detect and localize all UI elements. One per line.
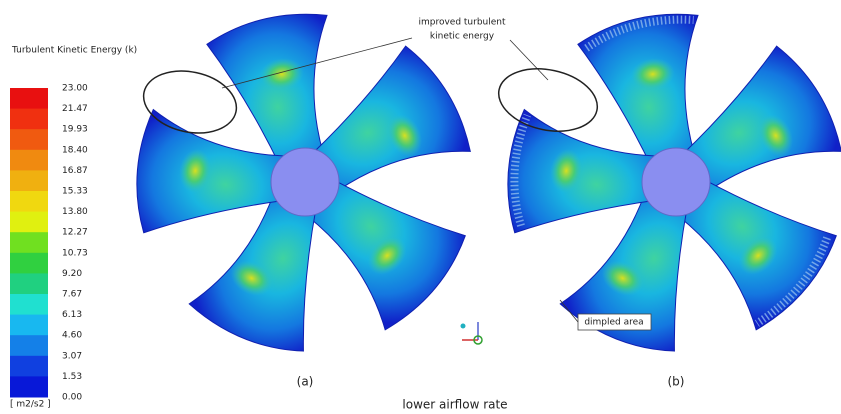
colorbar-label: 3.07 bbox=[62, 351, 82, 361]
colorbar-band bbox=[10, 294, 48, 315]
fans bbox=[126, 10, 841, 367]
colorbar-band bbox=[10, 191, 48, 212]
figure: Turbulent Kinetic Energy (k) 23.00 21.47 1… bbox=[0, 0, 841, 414]
colorbar-band bbox=[10, 253, 48, 274]
colorbar-label: 6.13 bbox=[62, 310, 82, 320]
colorbar-label: 16.87 bbox=[62, 166, 88, 176]
colorbar-band bbox=[10, 170, 48, 191]
colorbar-label: 7.67 bbox=[62, 290, 82, 300]
colorbar-band bbox=[10, 150, 48, 171]
colorbar-label: 19.93 bbox=[62, 125, 88, 135]
caption: lower airflow rate bbox=[402, 398, 507, 412]
colorbar-band bbox=[10, 376, 48, 397]
colorbar-band bbox=[10, 88, 48, 109]
colorbar-title: Turbulent Kinetic Energy (k) bbox=[11, 46, 137, 56]
panel-label: (a) bbox=[297, 375, 314, 389]
leader-line bbox=[510, 40, 548, 80]
colorbar-unit: [ m2/s2 ] bbox=[10, 400, 51, 410]
colorbar-label: 23.00 bbox=[62, 84, 88, 94]
annotation: kinetic energy bbox=[430, 32, 495, 42]
fan bbox=[126, 10, 477, 367]
colorbar-label: 9.20 bbox=[62, 269, 82, 279]
colorbar-label: 0.00 bbox=[62, 393, 82, 403]
axis-triad bbox=[461, 322, 483, 344]
colorbar-label: 4.60 bbox=[62, 331, 82, 341]
colorbar-label: 15.33 bbox=[62, 187, 88, 197]
colorbar-label: 1.53 bbox=[62, 372, 82, 382]
colorbar-label: 18.40 bbox=[62, 145, 88, 155]
colorbar-band bbox=[10, 356, 48, 377]
fan bbox=[497, 10, 841, 367]
hub bbox=[642, 148, 710, 216]
hub bbox=[271, 148, 339, 216]
colorbar-label: 13.80 bbox=[62, 207, 88, 217]
colorbar-band bbox=[10, 129, 48, 150]
colorbar-band bbox=[10, 212, 48, 233]
colorbar-band bbox=[10, 335, 48, 356]
colorbar-band bbox=[10, 273, 48, 294]
panel-label: (b) bbox=[668, 375, 685, 389]
colorbar-label: 10.73 bbox=[62, 248, 88, 258]
colorbar-label: 21.47 bbox=[62, 104, 88, 114]
colorbar-band bbox=[10, 232, 48, 253]
colorbar-band bbox=[10, 315, 48, 336]
annotation: dimpled area bbox=[584, 318, 643, 328]
colorbar: 23.00 21.47 19.93 18.40 16.87 15.33 13.80 12.27… bbox=[10, 84, 88, 403]
annotation: improved turbulent bbox=[418, 18, 506, 28]
colorbar-label: 12.27 bbox=[62, 228, 88, 238]
colorbar-band bbox=[10, 109, 48, 130]
